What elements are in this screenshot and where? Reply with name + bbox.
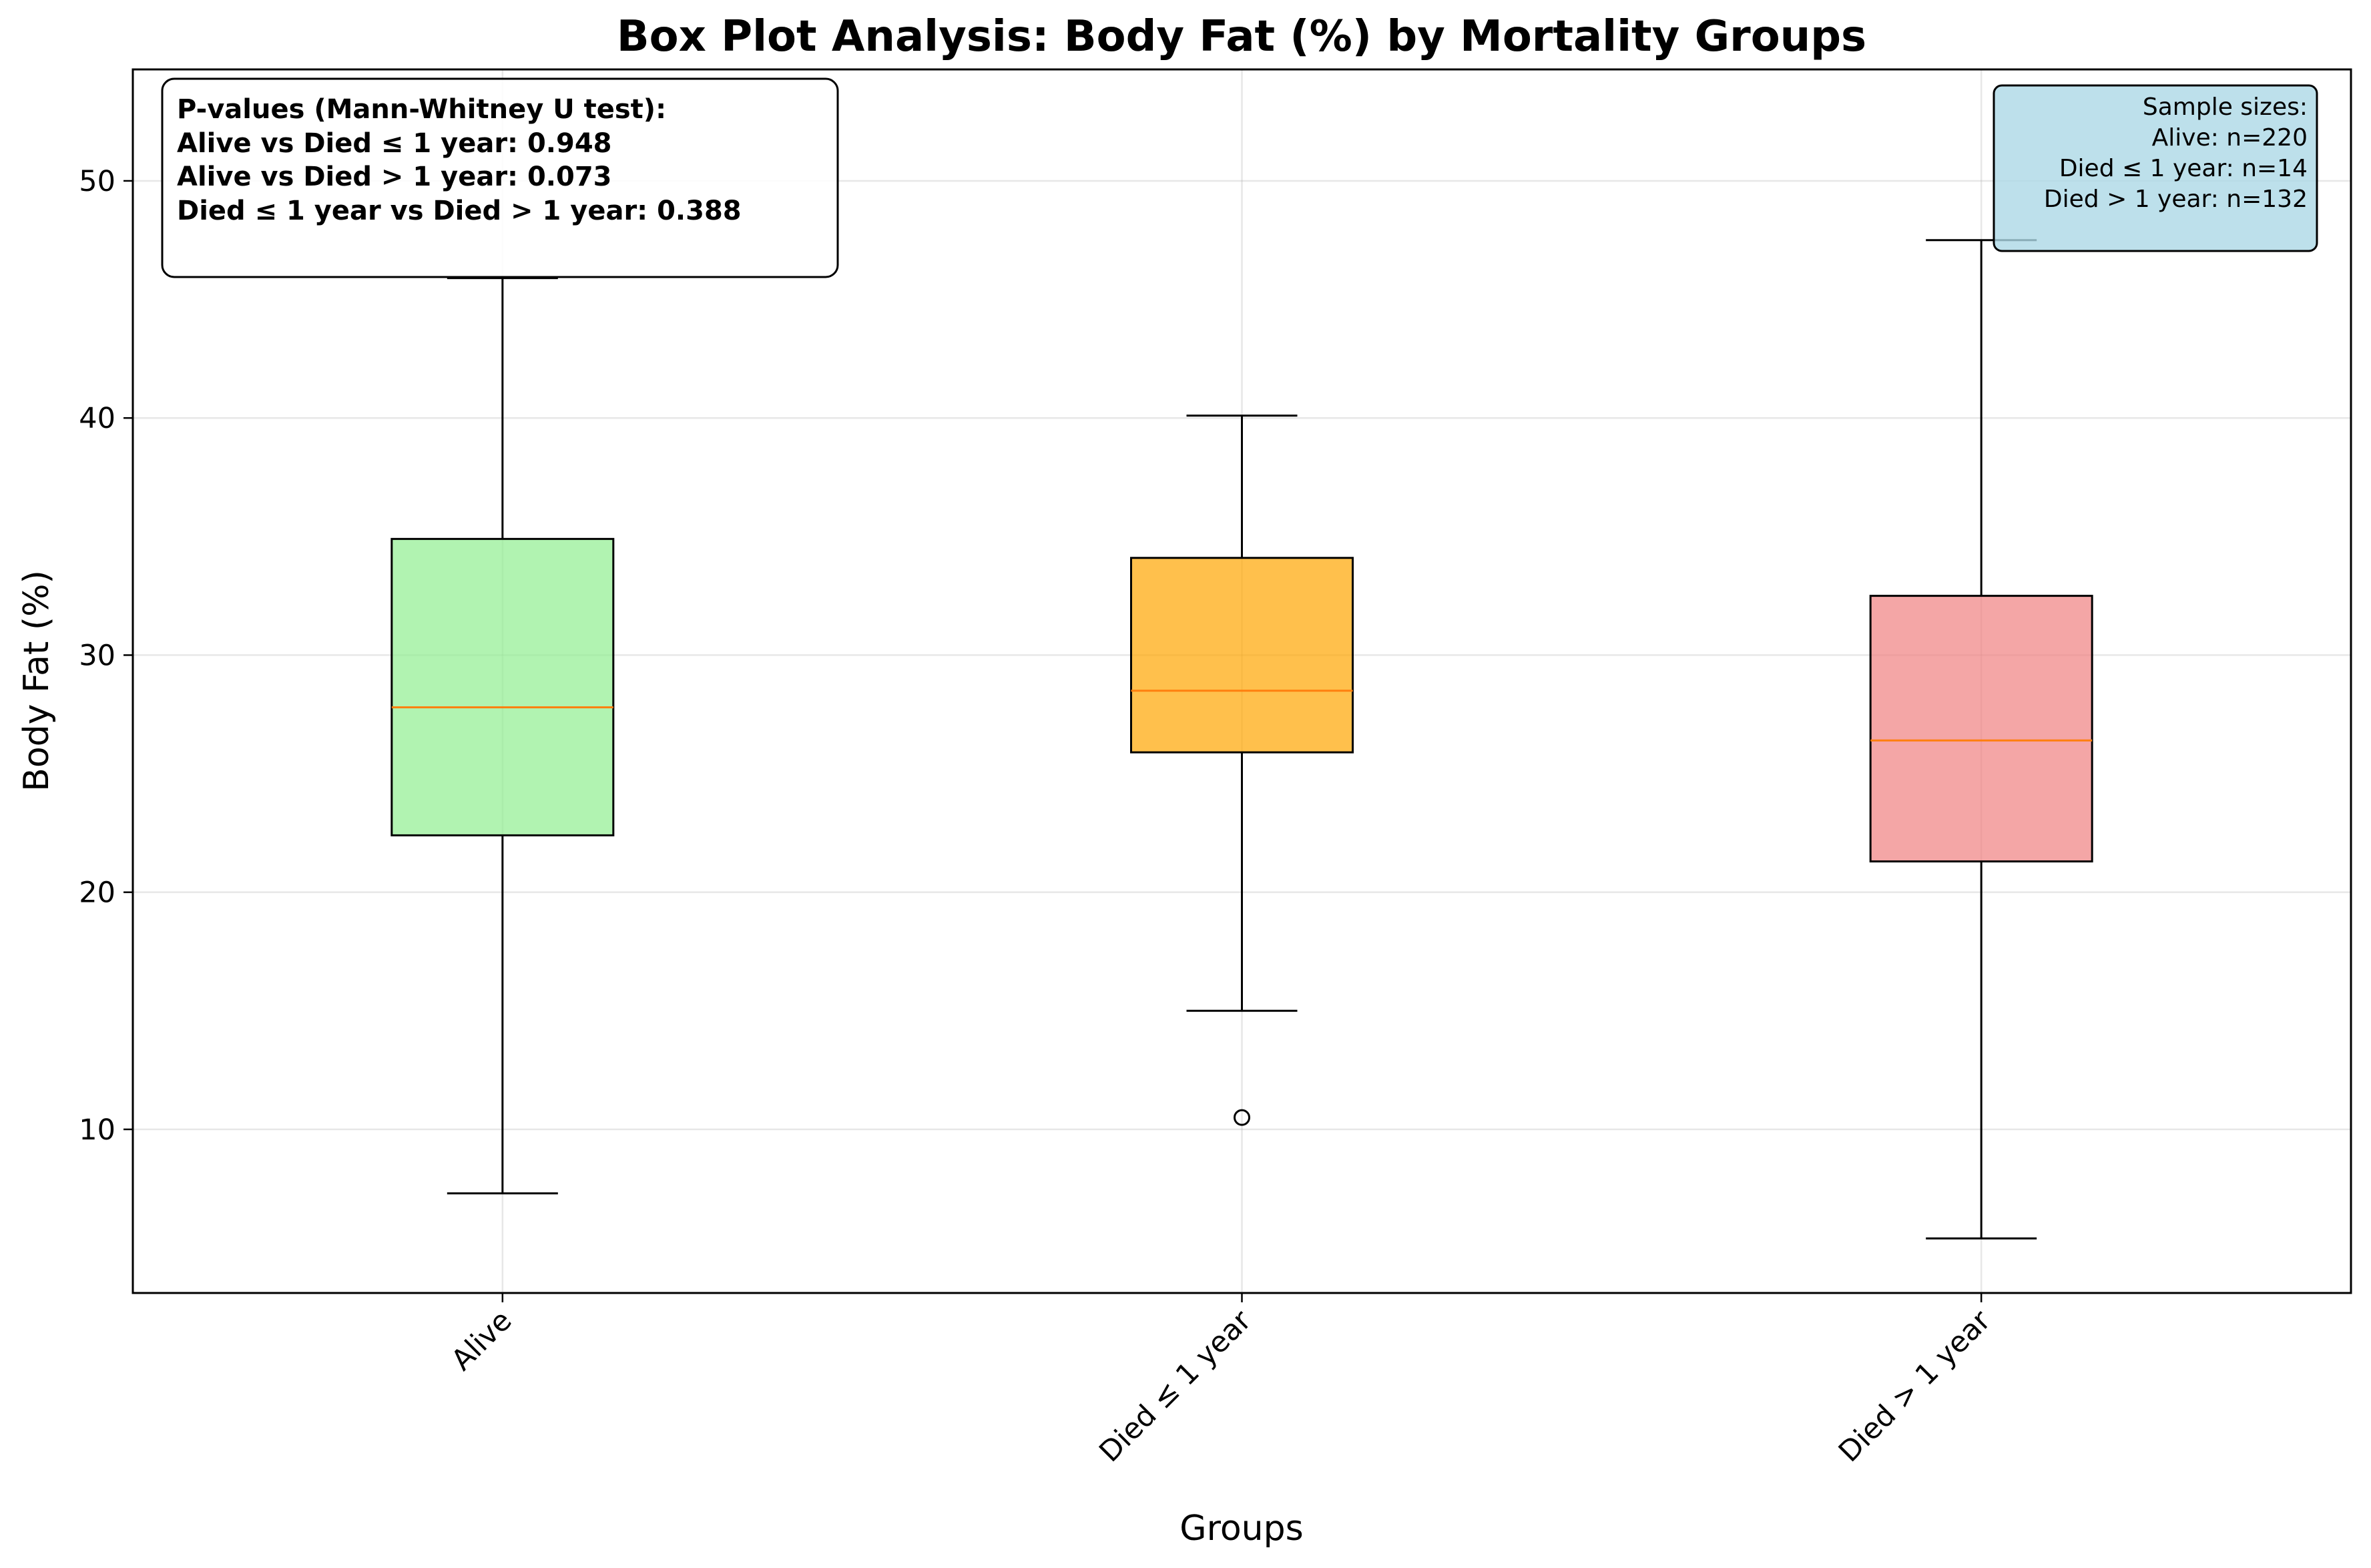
sample-size-alive: Alive: n=220 <box>2152 124 2308 152</box>
x-axis-label: Groups <box>1179 1509 1303 1549</box>
x-tick-label: Alive <box>445 1304 519 1377</box>
p-value-died-le-vs-gt-1y: Died ≤ 1 year vs Died > 1 year: 0.388 <box>177 196 742 226</box>
outlier-point <box>1234 1109 1250 1126</box>
sample-sizes-title: Sample sizes: <box>2143 93 2308 121</box>
axis-ticks: 10 20 30 40 50 Alive Died ≤ 1 year Died > 1 yea… <box>79 165 1997 1469</box>
p-values-box: P-values (Mann-Whitney U test): Alive vs… <box>161 77 839 278</box>
box-iqr <box>390 537 615 836</box>
p-value-alive-vs-died-gt-1y: Alive vs Died > 1 year: 0.073 <box>177 162 611 192</box>
y-tick-label: 20 <box>79 876 115 910</box>
y-tick-label: 50 <box>79 165 115 198</box>
sample-sizes-box: Sample sizes: Alive: n=220 Died ≤ 1 year… <box>1993 84 2318 252</box>
y-axis-label: Body Fat (%) <box>17 570 57 792</box>
chart-title: Box Plot Analysis: Body Fat (%) by Morta… <box>617 12 1866 61</box>
y-tick-label: 30 <box>79 639 115 672</box>
box-iqr <box>1130 557 1354 754</box>
box-group <box>1130 415 1354 1126</box>
box-group <box>390 277 615 1195</box>
sample-size-died-le-1y: Died ≤ 1 year: n=14 <box>2059 155 2308 182</box>
y-tick-label: 40 <box>79 402 115 435</box>
y-tick-label: 10 <box>79 1113 115 1147</box>
sample-sizes-box-frame <box>1993 84 2318 252</box>
p-values-title: P-values (Mann-Whitney U test): <box>177 94 666 125</box>
box-iqr <box>1869 595 2093 862</box>
boxes <box>390 239 2093 1240</box>
p-values-box-frame <box>161 77 839 278</box>
box-group <box>1869 239 2093 1240</box>
x-tick-label: Died ≤ 1 year <box>1093 1304 1258 1469</box>
sample-size-died-gt-1y: Died > 1 year: n=132 <box>2044 186 2308 213</box>
x-tick-label: Died > 1 year <box>1832 1304 1997 1469</box>
p-value-alive-vs-died-le-1y: Alive vs Died ≤ 1 year: 0.948 <box>177 128 611 159</box>
